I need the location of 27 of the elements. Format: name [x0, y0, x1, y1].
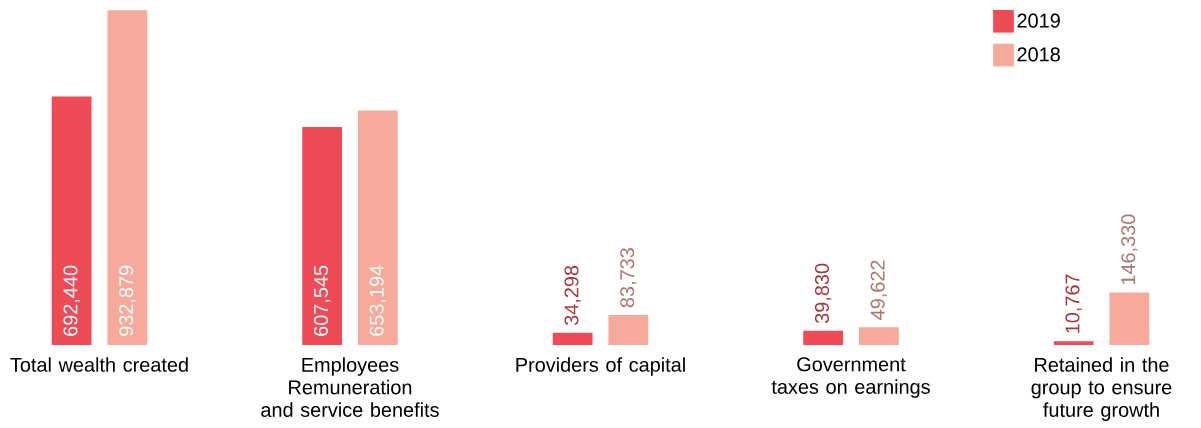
data-label: 932,879 [119, 266, 136, 337]
bar [858, 327, 899, 346]
legend-label: 2018 [1017, 47, 1060, 62]
bar [803, 330, 844, 346]
data-label: 692,440 [63, 265, 80, 337]
x-tick-label: Total wealth created [10, 357, 188, 373]
bar [107, 10, 148, 346]
bar [302, 127, 343, 346]
data-label: 146,330 [1121, 214, 1138, 285]
bar [51, 96, 92, 346]
bar [608, 315, 649, 346]
data-label: 39,830 [814, 264, 832, 324]
bar [1053, 341, 1094, 346]
data-label: 34,298 [564, 266, 581, 326]
x-tick-label: Providers of capital [516, 357, 685, 377]
data-label: 607,545 [313, 265, 331, 337]
data-label: 653,194 [369, 265, 387, 337]
x-tick-label: Retained in the group to ensure future growth [1031, 357, 1172, 422]
data-label: 49,622 [870, 260, 888, 321]
x-tick-label: Employees Remuneration and service benefits [261, 357, 439, 418]
data-label: 83,733 [620, 248, 637, 308]
legend-label: 2019 [1017, 13, 1060, 28]
bar [1109, 292, 1150, 346]
data-label: 10,767 [1065, 274, 1082, 333]
x-tick-label: Government taxes on earnings [771, 357, 930, 399]
bar [357, 110, 398, 346]
bar [552, 332, 593, 346]
